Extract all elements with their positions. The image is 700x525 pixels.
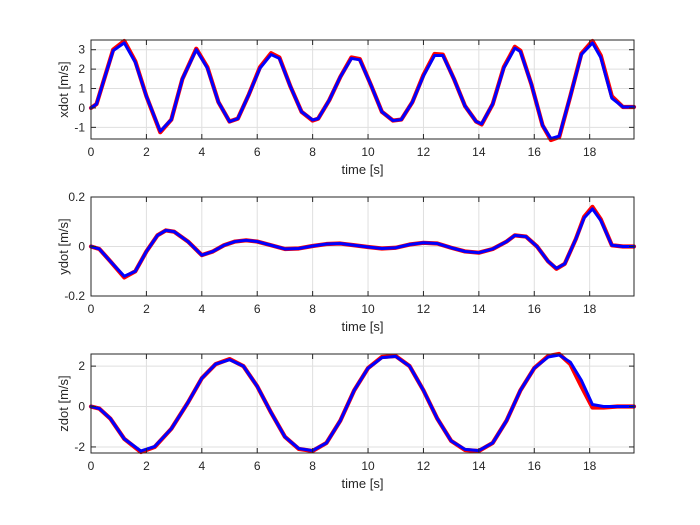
y-tick-label: 2 bbox=[78, 62, 85, 76]
x-axis-label: time [s] bbox=[342, 476, 384, 491]
x-axis-label: time [s] bbox=[342, 162, 384, 177]
x-tick-label: 0 bbox=[88, 302, 95, 316]
y-tick-label: -1 bbox=[74, 120, 85, 134]
x-tick-label: 14 bbox=[472, 145, 486, 159]
x-tick-label: 14 bbox=[472, 459, 486, 473]
series-line-blue bbox=[89, 207, 636, 278]
y-tick-label: 0 bbox=[78, 240, 85, 254]
x-tick-label: 18 bbox=[583, 302, 597, 316]
x-tick-label: 12 bbox=[417, 302, 431, 316]
x-tick-label: 2 bbox=[143, 459, 150, 473]
plot-area bbox=[91, 354, 634, 453]
x-tick-label: 2 bbox=[143, 302, 150, 316]
x-tick-label: 6 bbox=[254, 302, 261, 316]
x-tick-label: 8 bbox=[309, 302, 316, 316]
x-tick-label: 14 bbox=[472, 302, 486, 316]
x-tick-label: 6 bbox=[254, 145, 261, 159]
y-axis-label: xdot [m/s] bbox=[56, 61, 71, 117]
x-tick-label: 4 bbox=[198, 459, 205, 473]
y-tick-label: 0 bbox=[78, 400, 85, 414]
x-axis-label: time [s] bbox=[342, 319, 384, 334]
x-tick-label: 18 bbox=[583, 459, 597, 473]
x-tick-label: 0 bbox=[88, 145, 95, 159]
x-tick-label: 16 bbox=[528, 145, 542, 159]
x-tick-label: 0 bbox=[88, 459, 95, 473]
y-tick-label: 2 bbox=[78, 359, 85, 373]
axes-box bbox=[90, 353, 635, 454]
series-line-blue bbox=[89, 41, 636, 141]
y-tick-label: 0.2 bbox=[68, 190, 85, 204]
x-tick-label: 10 bbox=[361, 459, 375, 473]
x-tick-label: 2 bbox=[143, 145, 150, 159]
y-tick-label: 1 bbox=[78, 82, 85, 96]
axes-box bbox=[90, 39, 635, 140]
x-tick-label: 8 bbox=[309, 459, 316, 473]
x-tick-label: 16 bbox=[528, 302, 542, 316]
x-tick-label: 16 bbox=[528, 459, 542, 473]
x-tick-label: 18 bbox=[583, 145, 597, 159]
y-tick-label: 0 bbox=[78, 101, 85, 115]
x-tick-label: 4 bbox=[198, 145, 205, 159]
plot-area bbox=[91, 40, 634, 139]
series-line-blue bbox=[89, 353, 636, 453]
x-tick-label: 10 bbox=[361, 145, 375, 159]
x-tick-label: 8 bbox=[309, 145, 316, 159]
y-axis-label: ydot [m/s] bbox=[56, 218, 71, 274]
y-tick-label: -0.2 bbox=[64, 289, 85, 303]
x-tick-label: 12 bbox=[417, 459, 431, 473]
x-tick-label: 6 bbox=[254, 459, 261, 473]
y-tick-label: -2 bbox=[74, 440, 85, 454]
y-axis-label: zdot [m/s] bbox=[56, 375, 71, 431]
x-tick-label: 10 bbox=[361, 302, 375, 316]
y-tick-label: 3 bbox=[78, 43, 85, 57]
x-tick-label: 12 bbox=[417, 145, 431, 159]
x-tick-label: 4 bbox=[198, 302, 205, 316]
